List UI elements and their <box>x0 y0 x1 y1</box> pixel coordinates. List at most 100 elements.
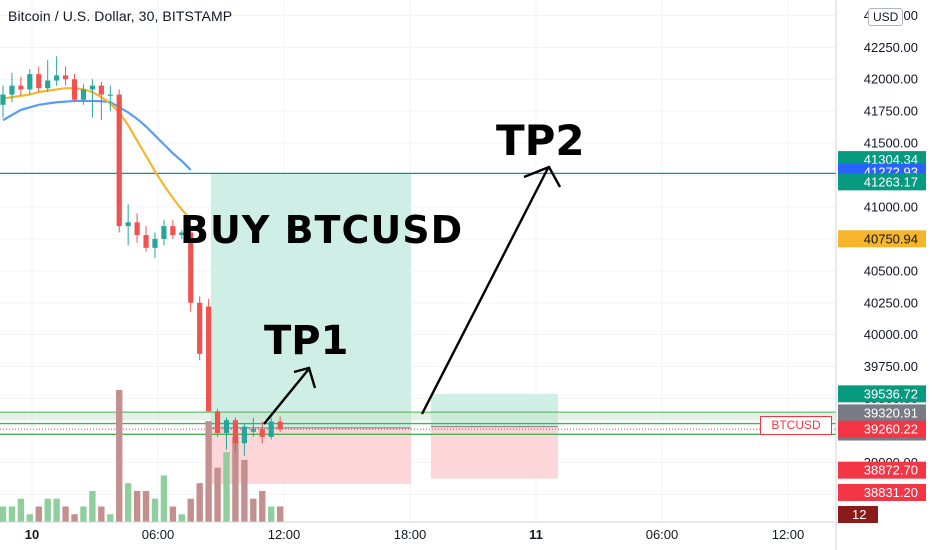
annotation-tp1-text: TP1 <box>264 318 349 364</box>
candle-body <box>71 79 78 100</box>
volume-bar <box>250 498 257 522</box>
price-label-bg <box>838 404 926 422</box>
y-axis-tick-label: 40250.00 <box>864 295 918 310</box>
candle-body <box>214 411 221 434</box>
volume-bar <box>151 498 159 522</box>
candle-body <box>0 94 6 105</box>
volume-bar <box>259 490 266 522</box>
candle <box>277 416 283 432</box>
x-axis-tick-label: 18:00 <box>394 527 427 542</box>
volume-bar <box>0 506 7 522</box>
candle-body <box>241 426 247 444</box>
volume-bar <box>160 475 168 522</box>
price-label: 12 <box>838 506 878 523</box>
moving-average-line-1 <box>2 99 192 171</box>
price-label-text: 38831.20 <box>864 485 918 500</box>
candle <box>152 232 158 259</box>
price-label-text: 40750.94 <box>864 231 918 246</box>
currency-badge[interactable]: USD <box>868 8 904 26</box>
annotation-tp2-text: TP2 <box>496 116 585 165</box>
candle-body <box>277 421 283 430</box>
position-1-profit-zone <box>211 173 411 428</box>
candle <box>134 213 140 243</box>
x-axis-tick-label: 12:00 <box>772 527 805 542</box>
candle <box>223 417 230 450</box>
volume-bar <box>53 498 60 522</box>
x-axis-tick-label: 06:00 <box>142 527 175 542</box>
price-label-bg <box>838 230 926 248</box>
volume-bar <box>124 483 132 522</box>
candle <box>98 81 104 121</box>
y-axis-tick-label: 40000.00 <box>864 327 918 342</box>
candle <box>161 219 167 246</box>
candle <box>170 219 176 239</box>
y-axis-tick-label: 40500.00 <box>864 263 918 278</box>
candle <box>206 298 212 412</box>
volume-bar <box>8 506 16 522</box>
position-2-loss-zone <box>431 426 558 479</box>
price-label: 38872.70 <box>838 461 926 479</box>
candle <box>250 417 256 437</box>
volume-bar <box>98 506 105 522</box>
candle-body <box>80 89 87 100</box>
y-axis-tick-label: 42000.00 <box>864 72 918 87</box>
price-label-text: 41263.17 <box>864 174 918 189</box>
price-label: 39320.91 <box>838 404 926 422</box>
price-label-bg <box>838 461 926 479</box>
candle <box>89 79 95 118</box>
volume-bar <box>268 506 275 522</box>
candle-body <box>179 232 185 236</box>
y-axis-tick-label: 39750.00 <box>864 359 918 374</box>
candle-body <box>188 232 194 303</box>
chart-title: Bitcoin / U.S. Dollar, 30, BITSTAMP <box>8 8 233 24</box>
candle <box>259 421 265 444</box>
candle <box>54 56 60 86</box>
price-label-bg <box>838 506 878 523</box>
price-label-text: 39320.91 <box>864 405 918 420</box>
price-label: 39260.22 <box>838 420 926 438</box>
candle <box>27 69 33 95</box>
candle <box>71 74 78 103</box>
volume-bar <box>142 490 150 522</box>
candle <box>232 417 239 453</box>
price-label: 41263.17 <box>838 173 926 191</box>
price-label: 39536.72 <box>838 385 926 403</box>
candle-body <box>107 94 113 96</box>
candle <box>143 226 149 252</box>
moving-average-line-2 <box>2 87 192 221</box>
annotation-buy-text: BUY BTCUSD <box>180 208 464 252</box>
y-axis-tick-label: 42250.00 <box>864 40 918 55</box>
candle-body <box>259 429 265 437</box>
candle-body <box>36 74 42 89</box>
volume-bar <box>116 390 123 522</box>
candle-body <box>170 226 176 236</box>
candle-body <box>27 74 33 90</box>
price-label-bg <box>838 173 926 191</box>
position-1-loss-zone <box>211 427 411 484</box>
volume-bar <box>205 421 212 522</box>
volume-bar <box>44 498 51 522</box>
candle <box>241 424 247 457</box>
candle-body <box>54 75 60 81</box>
volume-bar <box>214 467 221 522</box>
candle <box>45 60 51 93</box>
candle-body <box>232 420 239 444</box>
y-axis-tick-label: 41500.00 <box>864 136 918 151</box>
candle-body <box>89 85 95 90</box>
candle-body <box>197 302 203 354</box>
candle <box>268 417 274 440</box>
candle-body <box>125 222 131 227</box>
volume-bar <box>133 490 141 522</box>
volume-bar <box>178 514 185 522</box>
x-axis-tick-label: 12:00 <box>268 527 301 542</box>
candle <box>9 72 15 103</box>
candle-body <box>116 94 122 227</box>
candle-body <box>250 429 256 432</box>
candle <box>179 229 185 239</box>
candle <box>36 66 42 93</box>
candle-body <box>9 85 15 95</box>
candle <box>197 296 203 361</box>
x-axis-tick-label: 06:00 <box>646 527 679 542</box>
